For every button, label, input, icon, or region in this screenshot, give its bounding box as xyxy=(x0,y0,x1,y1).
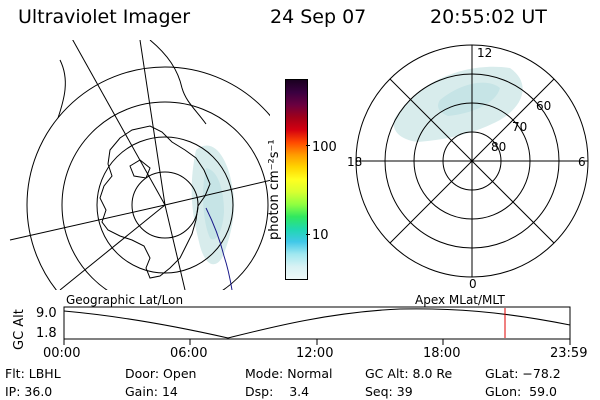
seq-info: Seq: 39 xyxy=(365,384,413,399)
gc-alt-info: GC Alt: 8.0 Re xyxy=(365,366,453,381)
apex-label: Apex MLat/MLT xyxy=(415,293,505,307)
timeline-ytick-top: 9.0 xyxy=(36,306,57,321)
gc-alt-value: 8.0 Re xyxy=(412,366,453,381)
antarctica-outline xyxy=(99,125,211,279)
colorbar-tickmark-10 xyxy=(306,234,310,235)
dsp-info: Dsp: 3.4 xyxy=(245,384,310,399)
x-tick-1200: 12:00 xyxy=(296,346,334,361)
x-tick-1800: 18:00 xyxy=(423,346,461,361)
polar-plot: 12 6 0 18 60 70 80 xyxy=(347,44,589,291)
terminator-line xyxy=(205,207,233,290)
orbit-timeline xyxy=(63,306,571,345)
ip-info: IP: 36.0 xyxy=(5,384,53,399)
colorbar-tick-100: 100 xyxy=(312,140,337,155)
lat-label-80: 80 xyxy=(491,140,506,154)
timeline-ylabel: GC Alt xyxy=(12,309,27,350)
lat-label-70: 70 xyxy=(512,120,527,134)
time-label: 20:55:02 UT xyxy=(430,6,547,28)
gain-value: 14 xyxy=(161,384,178,399)
color-bar xyxy=(285,79,308,280)
instrument-title: Ultraviolet Imager xyxy=(18,6,191,28)
timeline-ytick-bottom: 1.8 xyxy=(36,326,57,341)
glon-info: GLon: 59.0 xyxy=(485,384,558,399)
seq-value: 39 xyxy=(396,384,413,399)
geographic-label: Geographic Lat/Lon xyxy=(66,293,184,307)
glon-value: 59.0 xyxy=(529,384,558,399)
x-tick-0600: 06:00 xyxy=(170,346,208,361)
altitude-curve xyxy=(63,308,571,339)
lat-label-60: 60 xyxy=(536,99,551,113)
glat-info: GLat: −78.2 xyxy=(485,366,561,381)
door-value: Open xyxy=(163,366,197,381)
dsp-value: 3.4 xyxy=(289,384,310,399)
date-label: 24 Sep 07 xyxy=(270,6,367,28)
mlt-label-left: 18 xyxy=(347,155,362,169)
mlt-label-bottom: 0 xyxy=(469,277,477,291)
gain-info: Gain: 14 xyxy=(125,384,178,399)
glat-value: −78.2 xyxy=(522,366,561,381)
filter-value: LBHL xyxy=(28,366,61,381)
mlt-label-top: 12 xyxy=(477,46,492,60)
x-tick-2359: 23:59 xyxy=(550,346,588,361)
mode-value: Normal xyxy=(287,366,333,381)
geographic-map xyxy=(9,40,270,290)
colorbar-tick-10: 10 xyxy=(312,228,329,243)
x-tick-0000: 00:00 xyxy=(43,346,81,361)
mlt-label-right: 6 xyxy=(578,155,586,169)
ip-value: 36.0 xyxy=(24,384,53,399)
colorbar-unit-label: photon cm⁻²s⁻¹ xyxy=(267,139,282,240)
mode-info: Mode: Normal xyxy=(245,366,333,381)
filter-info: Flt: LBHL xyxy=(5,366,61,381)
door-info: Door: Open xyxy=(125,366,197,381)
colorbar-tickmark-100 xyxy=(306,145,310,146)
